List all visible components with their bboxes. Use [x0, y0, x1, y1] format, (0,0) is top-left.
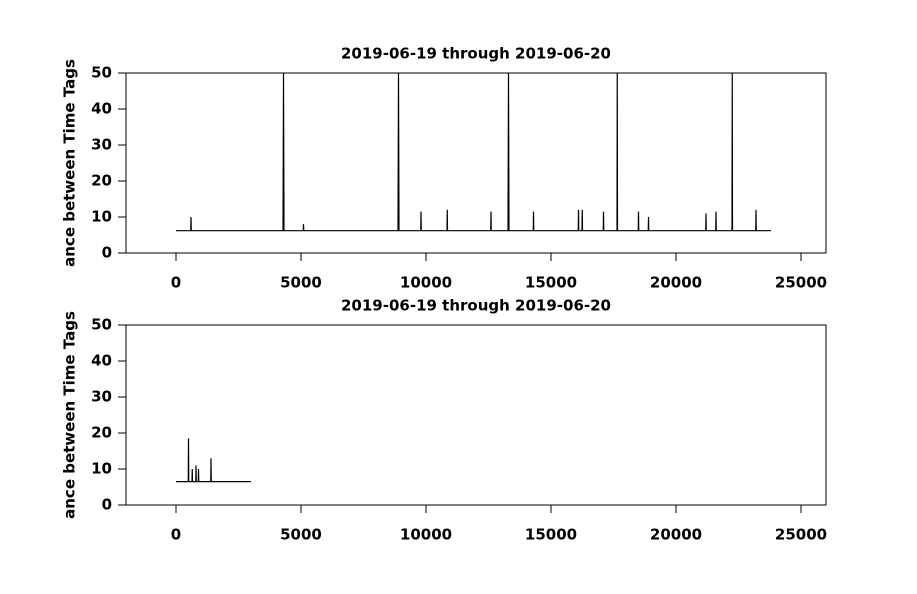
chart-title: 2019-06-19 through 2019-06-20	[341, 45, 611, 63]
y-tick-label: 20	[91, 424, 112, 442]
y-tick-label: 0	[102, 496, 112, 514]
x-tick-label: 25000	[775, 274, 827, 292]
plot-frame	[125, 324, 827, 506]
x-tick-label: 20000	[650, 274, 702, 292]
chart-title: 2019-06-19 through 2019-06-20	[341, 297, 611, 315]
y-tick-label: 20	[91, 172, 112, 190]
y-tick-label: 30	[91, 136, 112, 154]
plot-frame	[125, 72, 827, 254]
y-tick-label: 40	[91, 100, 112, 118]
y-tick-label: 0	[102, 244, 112, 262]
x-tick-label: 20000	[650, 526, 702, 544]
y-tick-label: 40	[91, 352, 112, 370]
x-tick-label: 5000	[280, 526, 322, 544]
y-tick-label: 30	[91, 388, 112, 406]
x-tick-label: 15000	[525, 526, 577, 544]
x-tick-label: 15000	[525, 274, 577, 292]
x-tick-label: 10000	[400, 526, 452, 544]
data-line	[176, 438, 251, 483]
y-tick-label: 50	[91, 64, 112, 82]
x-tick-label: 0	[171, 526, 181, 544]
x-tick-label: 10000	[400, 274, 452, 292]
x-tick-label: 0	[171, 274, 181, 292]
y-axis-label: ance between Time Tags	[61, 311, 79, 519]
x-tick-label: 5000	[280, 274, 322, 292]
x-tick-label: 25000	[775, 526, 827, 544]
data-line	[176, 72, 771, 232]
y-tick-label: 10	[91, 208, 112, 226]
y-tick-label: 10	[91, 460, 112, 478]
y-axis-label: ance between Time Tags	[61, 59, 79, 267]
y-tick-label: 50	[91, 316, 112, 334]
